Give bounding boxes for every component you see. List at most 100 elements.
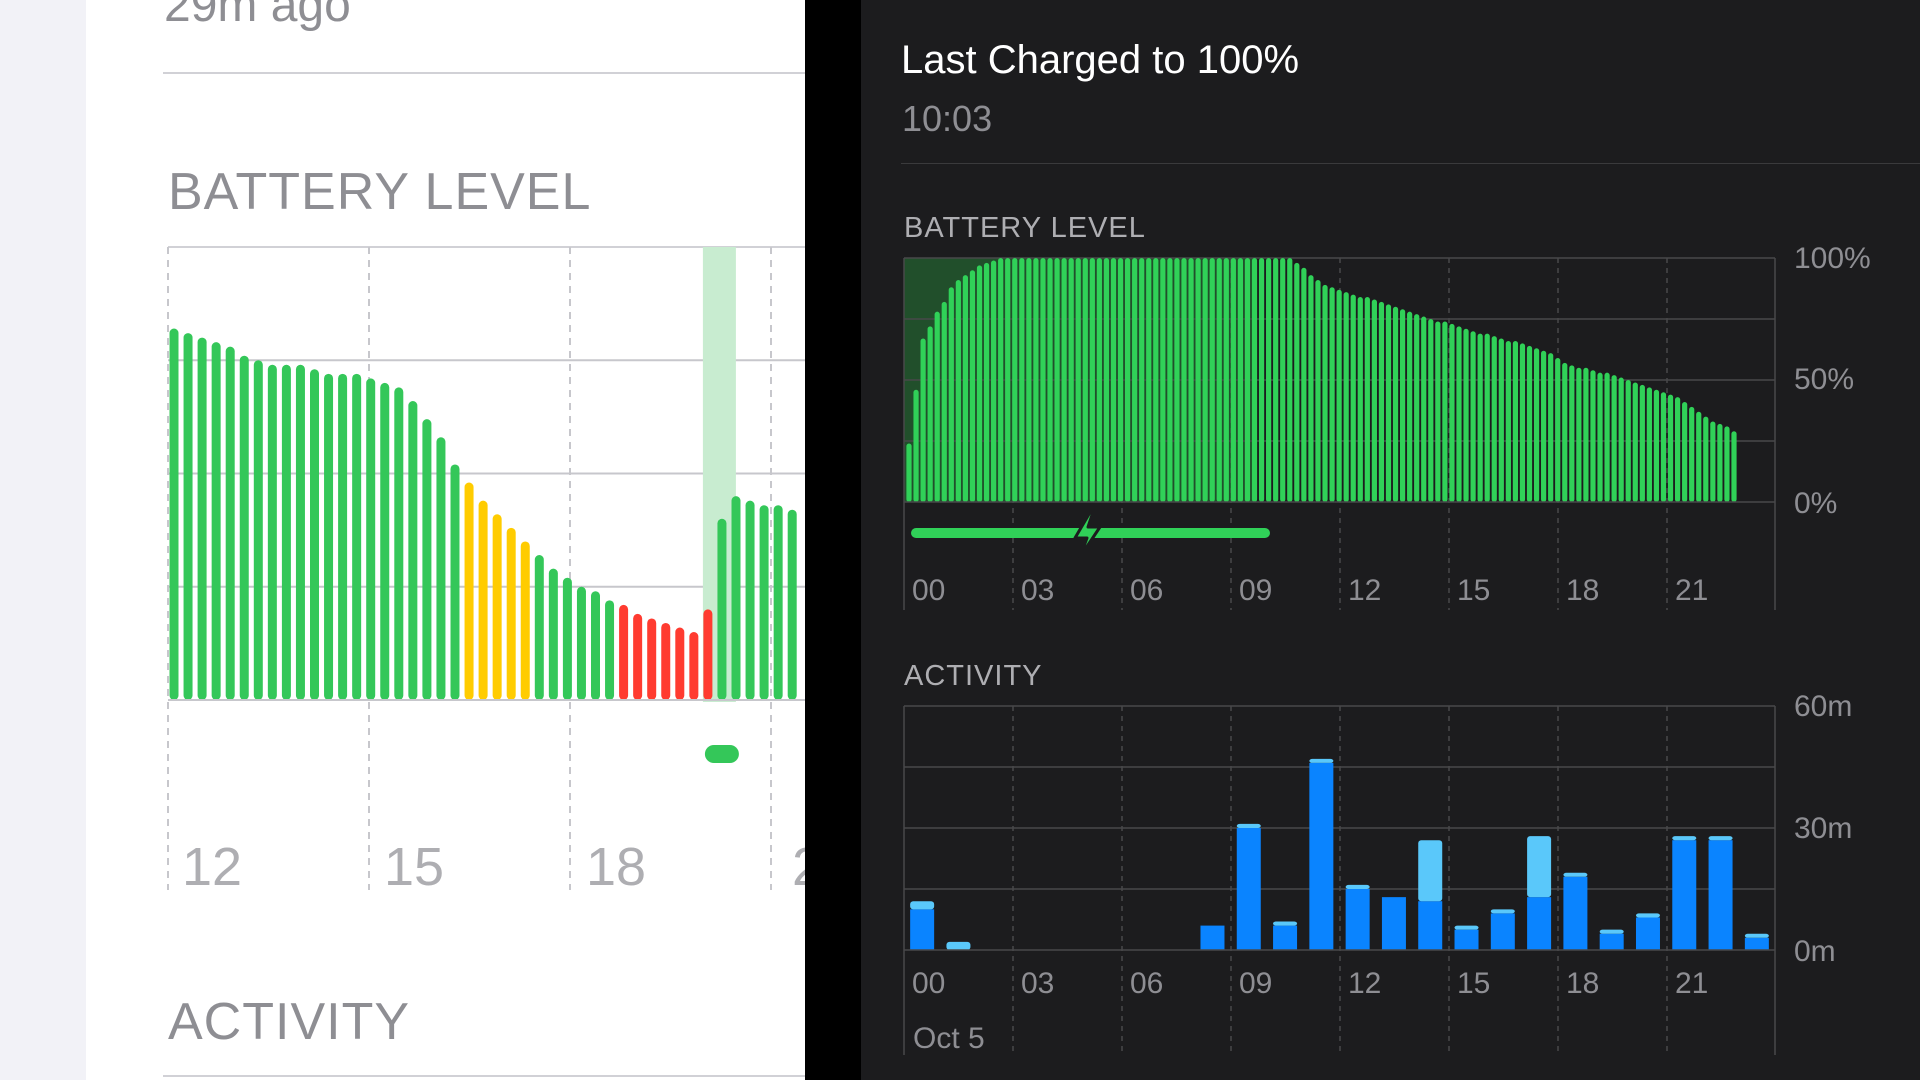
activity-bar-screen-off xyxy=(1527,836,1552,898)
battery-bar xyxy=(169,328,179,700)
battery-bar xyxy=(633,613,643,700)
battery-bar xyxy=(338,373,348,700)
activity-bar-screen-off xyxy=(1599,929,1624,934)
battery-bar xyxy=(548,568,558,700)
battery-bar xyxy=(1710,421,1716,502)
left-battery-chart xyxy=(167,246,805,890)
battery-bar xyxy=(1491,336,1497,502)
battery-bar xyxy=(1703,416,1709,502)
activity-bar-screen-on xyxy=(1200,925,1225,950)
activity-bar-screen-on xyxy=(910,909,935,950)
battery-bar xyxy=(976,265,983,502)
battery-bar xyxy=(1548,353,1554,502)
battery-bar xyxy=(1174,258,1180,502)
battery-bar xyxy=(1555,358,1561,502)
battery-y-label: 50% xyxy=(1794,363,1855,396)
battery-bar xyxy=(1604,372,1610,502)
battery-bar xyxy=(394,387,404,700)
battery-bar xyxy=(1674,397,1681,502)
battery-bar xyxy=(1287,258,1293,502)
battery-bar xyxy=(619,604,629,700)
battery-bar xyxy=(941,301,947,502)
battery-bar xyxy=(1639,384,1645,502)
battery-bar xyxy=(1047,258,1053,502)
battery-bar xyxy=(983,262,990,502)
battery-bar xyxy=(1421,316,1427,502)
battery-bar xyxy=(1646,387,1652,502)
activity-bar-screen-on xyxy=(1236,828,1261,950)
activity-bar-screen-off xyxy=(1744,933,1769,938)
activity-x-label: 00 xyxy=(912,967,946,1000)
activity-bar-screen-on xyxy=(1273,925,1298,950)
battery-bar xyxy=(717,518,727,700)
battery-bar xyxy=(1124,258,1131,502)
activity-bar-screen-off xyxy=(1708,836,1733,841)
battery-bar xyxy=(183,333,193,700)
battery-bar xyxy=(1188,258,1194,502)
battery-bar xyxy=(1329,287,1335,502)
battery-y-label: 100% xyxy=(1794,242,1871,275)
x-tick-label: 15 xyxy=(384,837,445,897)
battery-bar xyxy=(913,389,919,502)
battery-bar xyxy=(1216,258,1222,502)
battery-bar xyxy=(1273,258,1279,502)
activity-x-label: 21 xyxy=(1675,967,1709,1000)
battery-bar xyxy=(436,437,446,700)
x-tick-label: 06 xyxy=(1130,574,1164,607)
battery-bar xyxy=(239,355,249,700)
battery-bar xyxy=(1167,258,1173,502)
activity-bar-screen-off xyxy=(1490,909,1515,914)
battery-bar xyxy=(731,496,741,700)
activity-x-label: 12 xyxy=(1348,967,1382,1000)
battery-bar xyxy=(1315,279,1321,502)
x-tick-label: 12 xyxy=(182,837,243,897)
battery-bar xyxy=(1089,258,1095,502)
activity-bar-screen-on xyxy=(1527,897,1552,950)
battery-bar xyxy=(1484,333,1490,502)
activity-bar-screen-off xyxy=(910,901,935,910)
battery-bar xyxy=(948,287,954,502)
battery-bar xyxy=(295,364,305,700)
battery-bar xyxy=(352,373,362,700)
activity-bar-screen-off xyxy=(1236,823,1261,828)
date-label: Oct 5 xyxy=(913,1022,985,1055)
left-battery-screen: 29m ago BATTERY LEVEL 12 15 18 2 ACTIVIT… xyxy=(86,0,805,1080)
activity-y-label: 0m xyxy=(1794,935,1836,968)
last-charged-title: Last Charged to 100% xyxy=(901,38,1300,82)
battery-bar xyxy=(1082,258,1088,502)
battery-bar xyxy=(1308,275,1314,502)
battery-bar xyxy=(1576,367,1582,502)
battery-bar xyxy=(1103,258,1110,502)
last-charged-time: 10:03 xyxy=(902,98,993,139)
battery-bar xyxy=(211,342,221,700)
battery-bar xyxy=(1682,401,1688,502)
activity-title: ACTIVITY xyxy=(904,660,1043,692)
activity-bar-screen-off xyxy=(1454,925,1479,930)
battery-bar xyxy=(1611,375,1617,502)
activity-x-label: 15 xyxy=(1457,967,1491,1000)
battery-bar xyxy=(450,464,460,700)
battery-bar xyxy=(1407,311,1413,502)
battery-bar xyxy=(422,419,432,700)
battery-bar xyxy=(1696,411,1702,502)
battery-y-label: 0% xyxy=(1794,487,1838,520)
battery-bar xyxy=(1505,340,1511,502)
battery-bar xyxy=(1731,431,1737,502)
header-divider xyxy=(901,163,1920,164)
battery-bar xyxy=(380,382,390,700)
activity-bar-screen-on xyxy=(1345,889,1370,950)
activity-bar-screen-on xyxy=(1672,840,1697,950)
battery-bar xyxy=(1689,406,1695,502)
activity-bar-screen-off xyxy=(1672,836,1697,841)
battery-bar xyxy=(1717,423,1723,502)
battery-bar xyxy=(1301,267,1307,502)
x-tick-label: 18 xyxy=(1566,574,1600,607)
x-tick-label: 21 xyxy=(1675,574,1709,607)
battery-bar xyxy=(253,360,263,700)
battery-bar xyxy=(1040,258,1046,502)
activity-bar-screen-off xyxy=(1309,758,1334,763)
activity-bar-screen-on xyxy=(1490,913,1515,950)
battery-bar xyxy=(1442,321,1448,502)
battery-bar xyxy=(1336,289,1342,502)
battery-level-title: BATTERY LEVEL xyxy=(904,212,1146,244)
